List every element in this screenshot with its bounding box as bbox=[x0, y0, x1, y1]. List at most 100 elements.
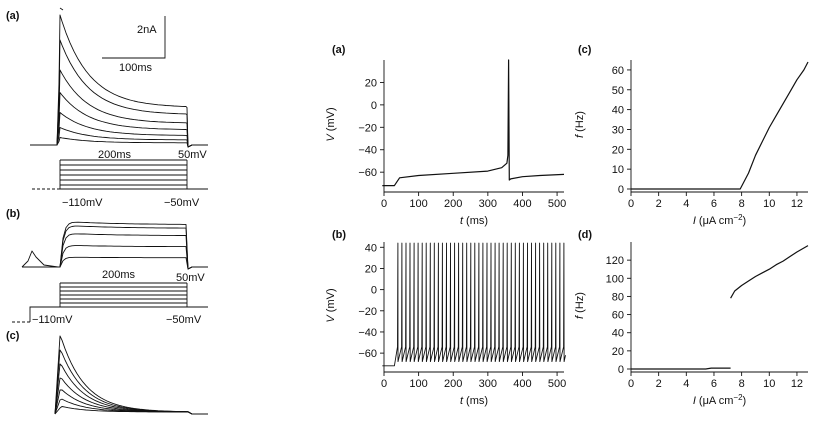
mid-panel-b-label: (b) bbox=[332, 229, 346, 241]
left-a-v-bottom: −50mV bbox=[164, 197, 200, 209]
scale-time-label: 100ms bbox=[119, 62, 153, 74]
current-trace bbox=[22, 225, 208, 270]
x-tick-label-c: 2 bbox=[656, 198, 662, 210]
left-a-voltage-protocol bbox=[32, 159, 208, 190]
y-tick-label-d: 0 bbox=[618, 364, 624, 376]
y-tick-label-b: −60 bbox=[358, 348, 377, 360]
left-panel-b-label: (b) bbox=[6, 208, 20, 220]
x-tick-label-a: 300 bbox=[479, 198, 497, 210]
x-tick-label-b: 300 bbox=[479, 378, 497, 390]
chart-panel-b: (b) 0 100 200 300 400 500 −60 −40 −20 0 20 40 t (ms)… bbox=[325, 229, 566, 407]
left-panel-a: (a) 2nA 100ms 200ms 50mV −110mV −50mV bbox=[6, 7, 208, 209]
x-tick-label-d: 12 bbox=[791, 378, 803, 390]
chart-panel-c: (c) 0 2 4 6 8 10 12 0 10 20 30 40 50 60 I (μA cm−2) f (… bbox=[574, 44, 809, 227]
current-trace bbox=[30, 14, 208, 148]
left-panel-b: (b) 200ms 50mV −110mV −50mV bbox=[6, 208, 208, 326]
x-tick-label-d: 8 bbox=[739, 378, 745, 390]
current-trace bbox=[54, 335, 208, 415]
left-b-voltage-protocol bbox=[12, 282, 208, 323]
x-axis-label-d: I (μA cm−2) bbox=[693, 393, 746, 407]
current-trace bbox=[22, 233, 208, 270]
x-tick-label-c: 6 bbox=[711, 198, 717, 210]
y-axis-label-a: V (mV) bbox=[325, 107, 337, 141]
left-b-v-bottom: −50mV bbox=[166, 314, 202, 326]
x-tick-label-a: 500 bbox=[548, 198, 566, 210]
series-line-d-1 bbox=[730, 245, 809, 299]
current-trace bbox=[30, 69, 208, 148]
y-tick-label-b: −20 bbox=[358, 306, 377, 318]
x-tick-label-a: 200 bbox=[444, 198, 462, 210]
current-trace bbox=[21, 250, 208, 270]
y-tick-label-c: 60 bbox=[612, 65, 624, 77]
left-panel-a-label: (a) bbox=[6, 10, 20, 22]
x-tick-label-d: 6 bbox=[711, 378, 717, 390]
left-a-v-hold: −110mV bbox=[62, 197, 103, 209]
x-tick-label-c: 4 bbox=[683, 198, 689, 210]
x-axis-label-c: I (μA cm−2) bbox=[693, 213, 746, 227]
y-tick-label-d: 40 bbox=[612, 328, 624, 340]
current-trace bbox=[54, 349, 208, 415]
y-tick-label-a: 20 bbox=[365, 77, 377, 89]
y-tick-label-c: 20 bbox=[612, 144, 624, 156]
y-tick-label-c: 30 bbox=[612, 124, 624, 136]
series-line-a-0 bbox=[382, 59, 565, 187]
y-tick-label-d: 80 bbox=[612, 291, 624, 303]
current-trace bbox=[22, 221, 208, 270]
y-tick-label-d: 100 bbox=[606, 273, 624, 285]
y-tick-label-b: 0 bbox=[371, 285, 377, 297]
current-trace bbox=[30, 39, 208, 148]
y-axis-label-b: V (mV) bbox=[325, 288, 337, 322]
left-a-duration: 200ms bbox=[98, 149, 132, 161]
x-tick-label-a: 0 bbox=[381, 198, 387, 210]
spike-train-b bbox=[382, 242, 566, 367]
current-trace bbox=[30, 92, 208, 148]
x-tick-label-b: 0 bbox=[381, 378, 387, 390]
x-tick-label-c: 10 bbox=[763, 198, 775, 210]
x-tick-label-c: 12 bbox=[791, 198, 803, 210]
current-trace bbox=[30, 127, 208, 148]
x-tick-label-b: 400 bbox=[513, 378, 531, 390]
x-axis-label-a: t (ms) bbox=[460, 215, 488, 227]
scale-current-label: 2nA bbox=[137, 24, 157, 36]
scale-bar bbox=[102, 16, 166, 59]
left-a-current-traces bbox=[30, 7, 208, 148]
series-line-d-0 bbox=[631, 367, 731, 370]
y-tick-label-c: 50 bbox=[612, 85, 624, 97]
x-tick-label-b: 100 bbox=[409, 378, 427, 390]
left-b-current-traces bbox=[21, 221, 208, 270]
y-tick-label-c: 40 bbox=[612, 105, 624, 117]
x-tick-label-b: 500 bbox=[548, 378, 566, 390]
left-c-current-traces bbox=[54, 335, 208, 415]
y-tick-label-a: −40 bbox=[358, 145, 377, 157]
x-tick-label-d: 0 bbox=[628, 378, 634, 390]
y-tick-label-d: 20 bbox=[612, 346, 624, 358]
right-panel-d-label: (d) bbox=[578, 229, 592, 241]
x-tick-label-d: 2 bbox=[656, 378, 662, 390]
left-b-v-top: 50mV bbox=[176, 272, 205, 284]
y-axis-label-d: f (Hz) bbox=[574, 292, 586, 319]
y-tick-label-b: −40 bbox=[358, 327, 377, 339]
y-tick-label-c: 10 bbox=[612, 164, 624, 176]
series-line-c-0 bbox=[631, 61, 809, 190]
x-tick-label-a: 100 bbox=[409, 198, 427, 210]
current-trace bbox=[54, 363, 208, 415]
current-trace-peak bbox=[59, 7, 64, 11]
x-axis-label-b: t (ms) bbox=[460, 395, 488, 407]
x-tick-label-d: 10 bbox=[763, 378, 775, 390]
y-tick-label-d: 60 bbox=[612, 310, 624, 322]
left-a-v-top: 50mV bbox=[178, 149, 207, 161]
chart-panel-a: (a) 0 100 200 300 400 500 −60 −40 −20 0 20 t (ms) V … bbox=[325, 44, 566, 227]
x-tick-label-b: 200 bbox=[444, 378, 462, 390]
left-panel-c-label: (c) bbox=[6, 330, 20, 342]
left-b-duration: 200ms bbox=[102, 269, 136, 281]
y-tick-label-a: 0 bbox=[371, 100, 377, 112]
y-tick-label-a: −20 bbox=[358, 122, 377, 134]
mid-panel-a-label: (a) bbox=[332, 44, 346, 56]
x-tick-label-c: 8 bbox=[739, 198, 745, 210]
y-tick-label-b: 20 bbox=[365, 263, 377, 275]
y-tick-label-b: 40 bbox=[365, 242, 377, 254]
right-panel-c-label: (c) bbox=[578, 44, 592, 56]
left-b-v-hold: −110mV bbox=[32, 314, 73, 326]
